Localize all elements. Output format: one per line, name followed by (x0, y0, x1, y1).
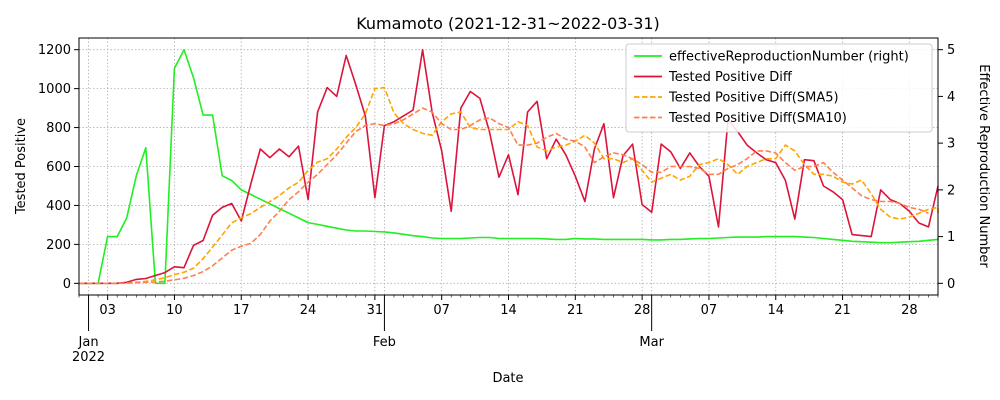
y-right-tick-label: 0 (947, 277, 955, 292)
y-axis-label-right: Effective Reproduction Number (976, 64, 991, 268)
y-tick-label: 0 (63, 277, 71, 292)
x-tick-label: 24 (300, 303, 317, 318)
y-tick-label: 200 (46, 238, 71, 253)
x-axis-label: Date (492, 371, 523, 386)
y-tick-label: 1000 (38, 82, 71, 97)
x-month-label: Feb (373, 335, 396, 350)
y-right-tick-label: 3 (947, 137, 955, 152)
x-tick-label: 14 (767, 303, 784, 318)
legend-label: effectiveReproductionNumber (right) (669, 50, 909, 65)
x-tick-label: 14 (500, 303, 517, 318)
series-line-3 (79, 107, 929, 285)
x-month-label: 2022 (72, 350, 105, 365)
y-right-tick-label: 2 (947, 183, 955, 198)
left-axis: 0 200 400 600 800 1000 1200 (38, 43, 79, 292)
series-line-0 (79, 48, 939, 285)
x-tick-label: 28 (901, 303, 918, 318)
x-tick-label: 31 (367, 303, 384, 318)
series-line-1 (79, 48, 939, 285)
x-tick-label: 07 (701, 303, 718, 318)
x-month-label: Jan (78, 335, 99, 350)
y-right-tick-label: 1 (947, 230, 955, 245)
x-tick-label: 17 (233, 303, 250, 318)
x-tick-label: 10 (166, 303, 183, 318)
x-month-label: Mar (639, 335, 664, 350)
x-tick-label: 07 (433, 303, 450, 318)
x-tick-label: 21 (567, 303, 584, 318)
y-tick-label: 400 (46, 199, 71, 214)
legend-box (625, 43, 933, 133)
y-tick-label: 800 (46, 121, 71, 136)
y-tick-label: 1200 (38, 43, 71, 58)
series-line-2 (79, 86, 939, 285)
x-tick-label: 21 (834, 303, 851, 318)
chart-title: Kumamoto (2021-12-31~2022-03-31) (356, 14, 660, 33)
right-axis: 0 1 2 3 4 5 (938, 43, 955, 292)
legend-label: Tested Positive Diff (668, 70, 793, 85)
legend: effectiveReproductionNumber (right) Teste… (625, 43, 933, 133)
y-axis-label: Tested Positive (14, 118, 29, 215)
y-right-tick-label: 5 (947, 43, 955, 58)
x-tick-label: 03 (99, 303, 116, 318)
x-tick-label: 28 (634, 303, 651, 318)
legend-label: Tested Positive Diff(SMA10) (668, 111, 847, 126)
y-right-tick-label: 4 (947, 90, 955, 105)
legend-label: Tested Positive Diff(SMA5) (668, 91, 839, 106)
y-tick-label: 600 (46, 160, 71, 175)
series-layer (79, 48, 939, 285)
